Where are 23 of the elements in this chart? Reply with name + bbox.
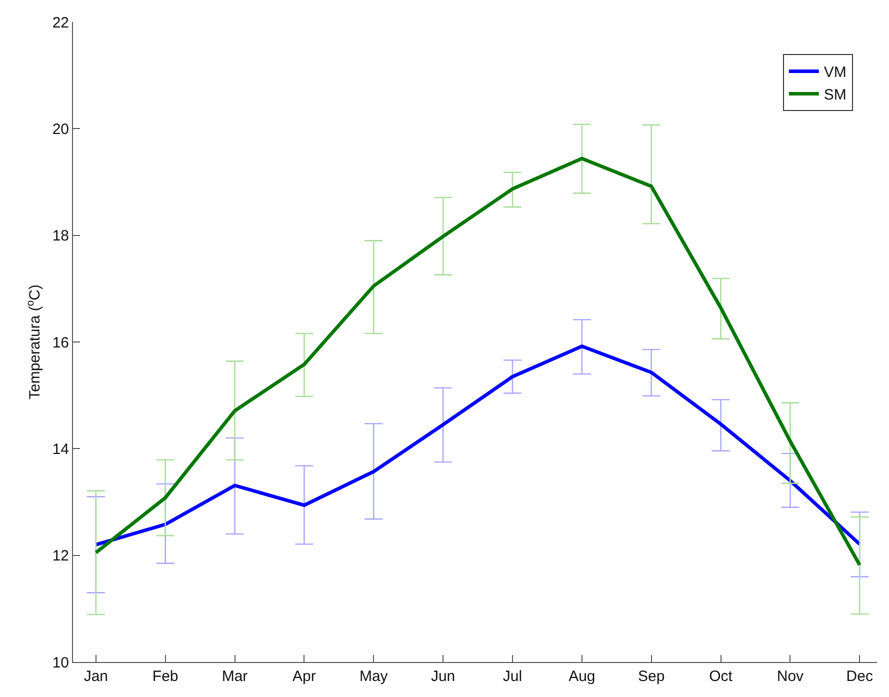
x-tick-label: Nov xyxy=(776,668,804,685)
line-series xyxy=(94,344,862,546)
x-tick-label: Jun xyxy=(430,668,456,685)
legend-label: VM xyxy=(824,64,846,82)
x-tick-label: Dec xyxy=(846,668,874,685)
x-tick-label: Feb xyxy=(152,668,178,685)
x-tick-label: Jan xyxy=(84,668,108,685)
legend-label: SM xyxy=(824,86,846,104)
y-tick-label: 18 xyxy=(52,228,69,245)
x-tick-label: Mar xyxy=(222,668,248,685)
x-tick-label: Oct xyxy=(709,668,734,685)
y-tick-label: 10 xyxy=(52,654,69,672)
x-tick-label: Aug xyxy=(568,668,596,685)
x-tick-label: Sep xyxy=(638,668,665,685)
y-tick-label: 20 xyxy=(52,120,69,138)
y-tick-label: 22 xyxy=(52,14,69,32)
y-tick-label: 16 xyxy=(52,334,69,352)
x-tick-label: Jul xyxy=(502,668,522,685)
y-tick-label: 14 xyxy=(52,440,69,458)
y-tick-label: 12 xyxy=(52,548,69,565)
line-series xyxy=(94,156,862,567)
x-tick-label: May xyxy=(359,668,388,685)
x-tick-label: Apr xyxy=(292,668,316,685)
